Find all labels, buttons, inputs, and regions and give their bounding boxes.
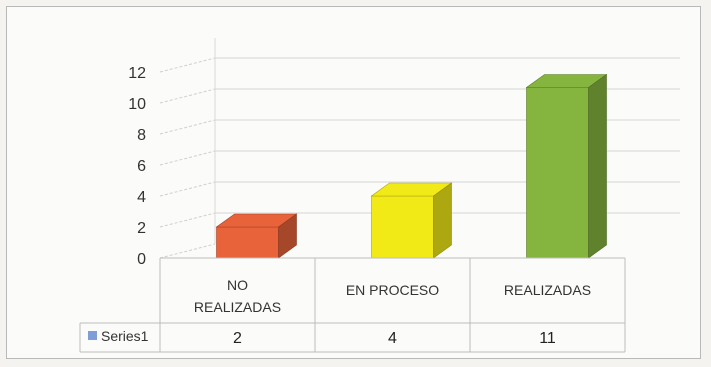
bar-front [526, 87, 589, 259]
bar-side [588, 73, 607, 259]
y-tick-label: 6 [137, 158, 146, 175]
y-tick-label: 8 [137, 127, 146, 144]
category-label: NO [227, 277, 248, 293]
bar [370, 182, 453, 259]
data-table: NO REALIZADAS EN PROCESO REALIZADAS Series1 2… [79, 257, 626, 353]
grid-depth-line [159, 119, 216, 135]
grid-depth-line [159, 57, 216, 73]
category-label: REALIZADAS [194, 299, 281, 315]
y-tick-label: 0 [137, 251, 146, 268]
grid-depth-line [159, 243, 216, 259]
y-tick-label: 2 [137, 220, 146, 237]
legend-swatch [88, 331, 97, 340]
grid-depth-line [159, 181, 216, 197]
grid-depth-line [159, 88, 216, 104]
bar [525, 73, 608, 259]
category-label: REALIZADAS [504, 282, 591, 298]
bar [215, 213, 298, 259]
data-label: 11 [539, 330, 556, 347]
y-axis-ticks: 0 2 4 6 8 10 12 [128, 65, 146, 268]
grid-depth-line [159, 212, 216, 228]
y-tick-label: 4 [137, 189, 146, 206]
y-tick-label: 10 [128, 96, 146, 113]
y-tick-label: 12 [128, 65, 146, 82]
bars-layer [215, 73, 608, 259]
grid-depth-line [159, 150, 216, 166]
bar-side [278, 213, 297, 259]
bar-front [371, 195, 434, 259]
series-name: Series1 [101, 328, 149, 344]
bar-front [216, 226, 279, 259]
data-label: 2 [233, 330, 242, 347]
data-label: 4 [388, 330, 397, 347]
category-label: EN PROCESO [346, 282, 439, 298]
bar-side [433, 182, 452, 259]
